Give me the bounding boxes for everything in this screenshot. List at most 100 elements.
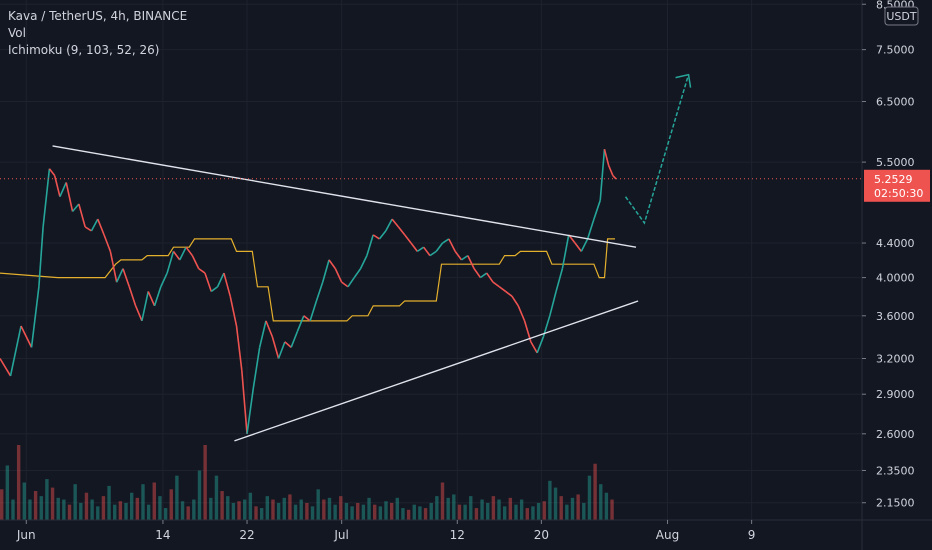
- volume-bar: [497, 499, 501, 520]
- price-segment: [42, 168, 51, 227]
- volume-bar: [553, 487, 558, 520]
- forecast-arrow: [624, 74, 690, 225]
- volume-bar: [333, 504, 337, 520]
- volume-bar: [259, 508, 264, 520]
- price-segment: [246, 387, 255, 434]
- price-segment: [517, 305, 526, 322]
- price-segment: [109, 251, 118, 283]
- price-segment: [147, 291, 156, 307]
- y-tick-label: 2.9000: [876, 388, 915, 401]
- price-segment: [122, 268, 131, 288]
- y-tick-label: 3.6000: [876, 310, 915, 323]
- x-tick-label: Jun: [16, 528, 36, 542]
- volume-bar: [282, 497, 286, 520]
- volume-bar: [271, 499, 275, 520]
- price-segment: [473, 268, 482, 279]
- price-segment: [284, 341, 292, 348]
- price-segment: [185, 246, 194, 257]
- price-segment: [498, 286, 507, 293]
- volume-bar: [220, 491, 224, 520]
- volume-bar: [435, 496, 439, 520]
- price-segment: [549, 291, 557, 316]
- y-tick-label: 2.3500: [876, 464, 915, 477]
- volume-bar: [531, 506, 535, 520]
- price-segment: [599, 149, 606, 201]
- volume-bar: [316, 489, 320, 520]
- volume-bar: [197, 470, 202, 520]
- volume-bar: [90, 499, 94, 520]
- price-segment: [210, 286, 219, 293]
- volume-bar: [542, 501, 546, 520]
- volume-bar: [389, 502, 394, 520]
- y-tick-label: 7.5000: [876, 44, 915, 57]
- volume-bar: [265, 496, 270, 520]
- volume-bar: [599, 484, 603, 520]
- price-segment: [235, 325, 243, 371]
- volume-bar: [163, 508, 168, 520]
- volume-bar: [429, 502, 433, 520]
- symbol-title[interactable]: Kava / TetherUS, 4h, BINANCE: [8, 9, 188, 23]
- price-segment: [593, 200, 602, 220]
- price-segment: [467, 255, 475, 269]
- price-segment: [486, 272, 494, 283]
- price-segment: [435, 242, 444, 252]
- ichimoku-indicator-label[interactable]: Ichimoku (9, 103, 52, 26): [8, 43, 160, 57]
- volume-bar: [457, 504, 462, 520]
- price-segment: [223, 272, 231, 297]
- volume-bar: [276, 502, 281, 520]
- volume-bar: [129, 492, 134, 520]
- volume-bar: [293, 504, 298, 520]
- price-segment: [530, 341, 538, 354]
- price-segment: [612, 174, 617, 180]
- volume-bar: [11, 499, 15, 520]
- price-segment: [603, 148, 610, 166]
- price-segment: [277, 341, 286, 359]
- volume-bar: [440, 482, 445, 520]
- volume-indicator-label[interactable]: Vol: [8, 26, 26, 40]
- volume-bar: [124, 502, 128, 520]
- volume-bar: [45, 479, 49, 520]
- price-segment: [204, 272, 213, 292]
- x-tick-label: 14: [155, 528, 170, 542]
- price-segment: [216, 272, 225, 288]
- price-segment: [328, 259, 336, 270]
- volume-bar: [384, 501, 388, 520]
- currency-badge: USDT: [884, 6, 919, 26]
- price-segment: [315, 281, 324, 302]
- price-segment: [53, 175, 61, 197]
- volume-bar: [152, 482, 156, 520]
- x-tick-label: Jul: [333, 528, 348, 542]
- volume-bar: [412, 504, 416, 520]
- price-segment: [191, 255, 200, 269]
- forecast-arrow-head: [675, 73, 692, 88]
- volume-bar: [231, 502, 236, 520]
- volume-bar: [604, 492, 609, 520]
- volume-bar: [486, 502, 490, 520]
- price-segment: [271, 336, 280, 359]
- time-axis-panel: [0, 520, 932, 550]
- currency-label: USDT: [886, 10, 917, 23]
- price-segment: [397, 226, 406, 236]
- volume-bar: [158, 496, 162, 520]
- volume-bar: [502, 506, 507, 520]
- volume-bar: [474, 508, 479, 520]
- volume-bar: [423, 508, 428, 520]
- price-segment: [607, 165, 614, 176]
- x-tick-label: Aug: [656, 528, 679, 542]
- volume-bar: [203, 445, 207, 520]
- price-segment: [141, 291, 150, 322]
- y-tick-label: 4.4000: [876, 237, 915, 250]
- volume-bar: [559, 496, 563, 520]
- price-segment: [555, 268, 564, 292]
- volume-bar: [361, 504, 366, 520]
- volume-bar: [565, 504, 569, 520]
- volume-bar: [446, 497, 450, 520]
- price-segment: [38, 226, 44, 287]
- price-axis-panel: [862, 0, 932, 550]
- volume-bar: [469, 496, 473, 520]
- price-segment: [198, 267, 206, 274]
- y-tick-label: 2.1500: [876, 497, 915, 510]
- price-segment: [166, 251, 175, 274]
